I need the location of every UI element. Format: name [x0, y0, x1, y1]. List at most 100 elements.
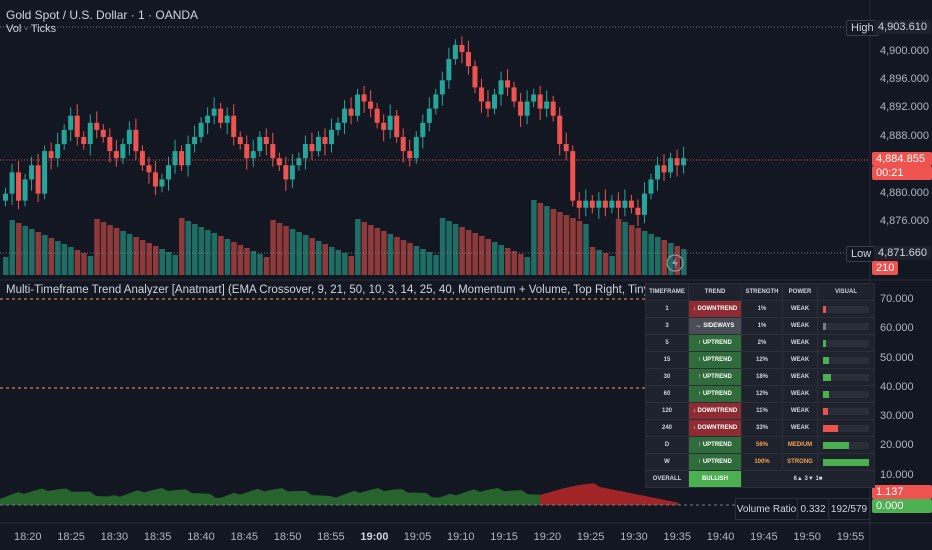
candle — [100, 124, 106, 143]
strength-bar-fill — [823, 305, 826, 313]
volume-bar — [113, 228, 120, 275]
price-tick-label: 4,900.000 — [880, 45, 929, 57]
volume-bar — [3, 257, 9, 275]
candle — [205, 107, 211, 135]
strength-cell: 100% — [741, 453, 783, 471]
volume-bar — [29, 229, 35, 275]
low-label: Low — [846, 246, 877, 262]
timeframe-cell: D — [645, 436, 689, 454]
table-row: 60 ↑ UPTREND 12% WEAK — [645, 385, 875, 403]
trend-cell: ↑ UPTREND — [688, 385, 742, 403]
symbol-title[interactable]: Gold Spot / U.S. Dollar · 1 · OANDA — [6, 8, 199, 22]
volume-bar — [276, 223, 283, 275]
candle — [537, 85, 543, 120]
candle — [263, 128, 269, 156]
time-tick-label: 18:20 — [14, 531, 42, 543]
candle — [296, 152, 302, 171]
candle — [3, 187, 8, 207]
time-tick-label: 19:20 — [533, 531, 562, 543]
time-tick-label: 19:05 — [403, 531, 432, 543]
volume-bar — [655, 237, 661, 275]
table-row: 240 ↓ DOWNTREND 33% WEAK — [645, 419, 875, 437]
volume-bar — [602, 253, 609, 275]
candle — [576, 192, 582, 220]
power-cell: WEAK — [782, 300, 818, 318]
candle — [342, 100, 348, 135]
candle — [172, 139, 178, 174]
table-row: 30 ↑ UPTREND 18% WEAK — [645, 368, 875, 386]
candle — [648, 173, 654, 200]
candle — [492, 88, 497, 115]
indicator-legend[interactable]: Multi-Timeframe Trend Analyzer [Anatmart… — [6, 284, 832, 296]
volume-bar — [537, 203, 544, 275]
volume-bar — [413, 246, 420, 275]
candle — [113, 139, 119, 167]
indicator-tick-label: 30.000 — [880, 410, 914, 422]
volume-bar — [244, 248, 250, 275]
trend-cell: ↑ UPTREND — [688, 351, 742, 369]
countdown-tag: 00:21 — [872, 166, 932, 180]
candle — [29, 156, 35, 191]
candle — [518, 93, 524, 128]
indicator-tick-label: 40.000 — [880, 381, 914, 393]
volume-bar — [426, 252, 433, 275]
volume-legend[interactable]: Vol · Ticks — [6, 23, 57, 35]
volume-bar — [16, 223, 22, 275]
lightning-circle-icon[interactable] — [666, 254, 684, 272]
candle — [152, 161, 158, 196]
candle — [563, 132, 569, 160]
strength-bar — [823, 356, 869, 364]
visual-cell — [817, 368, 875, 386]
volume-bar — [166, 252, 172, 275]
table-header-row: TIMEFRAME TREND STRENGTH POWER VISUAL — [645, 283, 875, 301]
trend-cell: ↑ UPTREND — [688, 368, 742, 386]
visual-cell — [817, 385, 875, 403]
visual-cell — [817, 453, 875, 471]
strength-bar-fill — [823, 407, 829, 415]
oscillator-bear-area — [540, 483, 680, 505]
time-tick-label: 18:40 — [187, 531, 215, 543]
power-cell: WEAK — [782, 402, 818, 420]
volume-bar — [674, 246, 681, 275]
candle — [426, 97, 432, 132]
volume-bar — [498, 245, 505, 275]
candle — [74, 104, 80, 146]
overall-trend-cell: BULLISH — [688, 470, 742, 488]
volume-bar — [583, 224, 589, 275]
volume-bar — [485, 239, 491, 275]
volume-bar — [152, 246, 159, 275]
volume-bar — [596, 250, 602, 275]
volume-bar — [296, 232, 302, 275]
candle — [615, 192, 621, 220]
candle — [16, 161, 22, 210]
volume-bar — [302, 235, 309, 275]
candle — [329, 118, 334, 153]
table-row: 3 ↔ SIDEWAYS 1% WEAK — [645, 317, 875, 335]
oscillator-bull-area — [0, 488, 540, 505]
volume-bar — [270, 220, 276, 275]
strength-bar-fill — [823, 390, 829, 398]
volume-bar — [641, 231, 648, 275]
candle — [94, 111, 100, 139]
volume-bar — [557, 212, 563, 275]
candle — [505, 68, 511, 96]
candle — [87, 114, 93, 156]
trend-cell: ↓ DOWNTREND — [688, 402, 742, 420]
candle — [452, 39, 458, 65]
candle — [355, 88, 361, 122]
volume-bar — [55, 241, 61, 275]
volume-bar — [518, 254, 524, 275]
candle — [374, 102, 380, 129]
volume-bar — [381, 231, 387, 275]
candle — [192, 125, 198, 153]
candle — [622, 189, 628, 217]
volume-bar — [322, 244, 328, 275]
volume-ratio-count: 192/579 — [828, 498, 870, 520]
visual-cell — [817, 334, 875, 352]
visual-cell — [817, 402, 875, 420]
candle — [348, 97, 354, 125]
candle — [609, 195, 615, 214]
volume-bar — [550, 209, 557, 275]
candle — [381, 114, 387, 142]
